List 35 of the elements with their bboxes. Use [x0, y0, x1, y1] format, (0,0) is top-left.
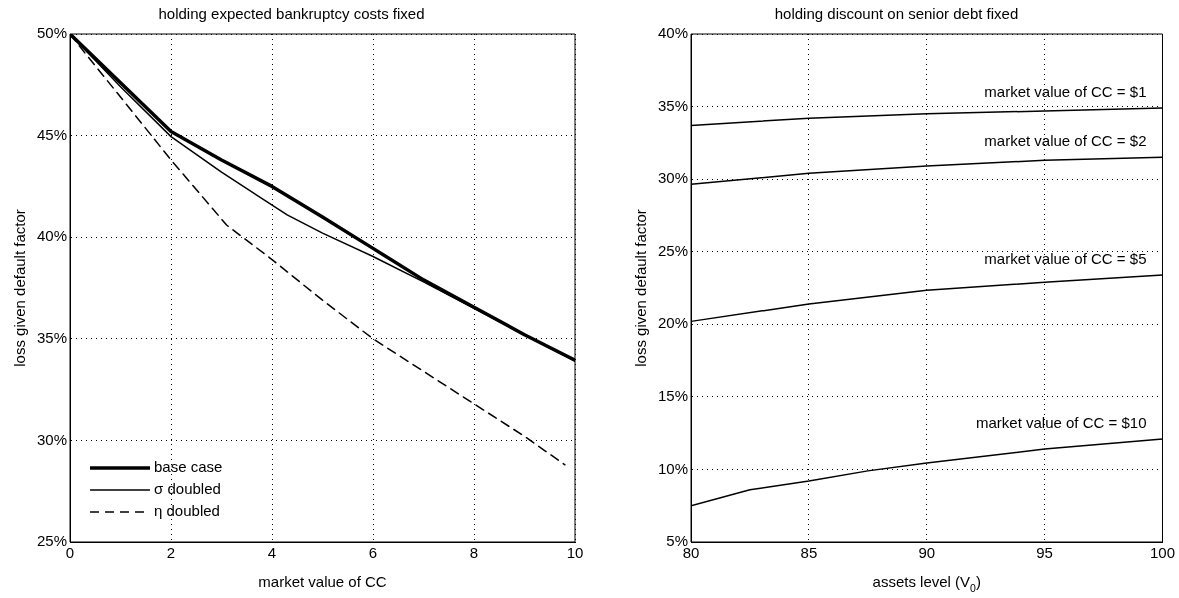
y-tick-label: 30%: [36, 430, 68, 448]
x-tick-label: 8: [469, 544, 479, 562]
x-axis-title: market value of CC: [258, 573, 387, 590]
y-tick-label: 15%: [657, 387, 689, 404]
y-tick-label: 40%: [657, 24, 689, 42]
series-label: market value of CC = $2: [984, 132, 1147, 150]
x-tick-label: 10: [566, 544, 584, 562]
x-tick-label: 90: [918, 544, 936, 562]
x-tick-label: 6: [368, 544, 378, 562]
y-tick-label: 20%: [657, 314, 689, 332]
chart-title: holding expected bankruptcy costs fixed: [158, 5, 425, 23]
y-axis-title: loss given default factor: [11, 209, 29, 367]
y-tick-label: 45%: [36, 125, 68, 143]
legend-label: base case: [154, 458, 223, 476]
y-tick-label: 35%: [36, 328, 68, 346]
y-tick-label: 25%: [36, 532, 68, 550]
x-tick-label: 2: [166, 544, 176, 562]
chart-title: holding discount on senior debt fixed: [774, 5, 1019, 23]
y-tick-label: 30%: [657, 169, 689, 187]
x-tick-label: 100: [1149, 544, 1175, 562]
series-label: market value of CC = $5: [984, 249, 1147, 267]
x-tick-label: 4: [267, 544, 277, 562]
series-label: market value of CC = $10: [975, 413, 1147, 431]
x-tick-label: 85: [800, 544, 818, 562]
legend-label: η doubled: [154, 502, 220, 520]
y-tick-label: 50%: [36, 24, 68, 42]
x-tick-label: 95: [1036, 544, 1053, 562]
y-tick-label: 40%: [36, 227, 68, 245]
y-tick-label: 25%: [657, 241, 689, 259]
y-axis-title: loss given default factor: [632, 209, 650, 367]
series-label: market value of CC = $1: [984, 82, 1147, 100]
y-tick-label: 35%: [657, 96, 689, 114]
y-tick-label: 10%: [657, 459, 689, 477]
legend-label: σ doubled: [154, 480, 221, 498]
x-tick-label: 0: [65, 544, 75, 562]
